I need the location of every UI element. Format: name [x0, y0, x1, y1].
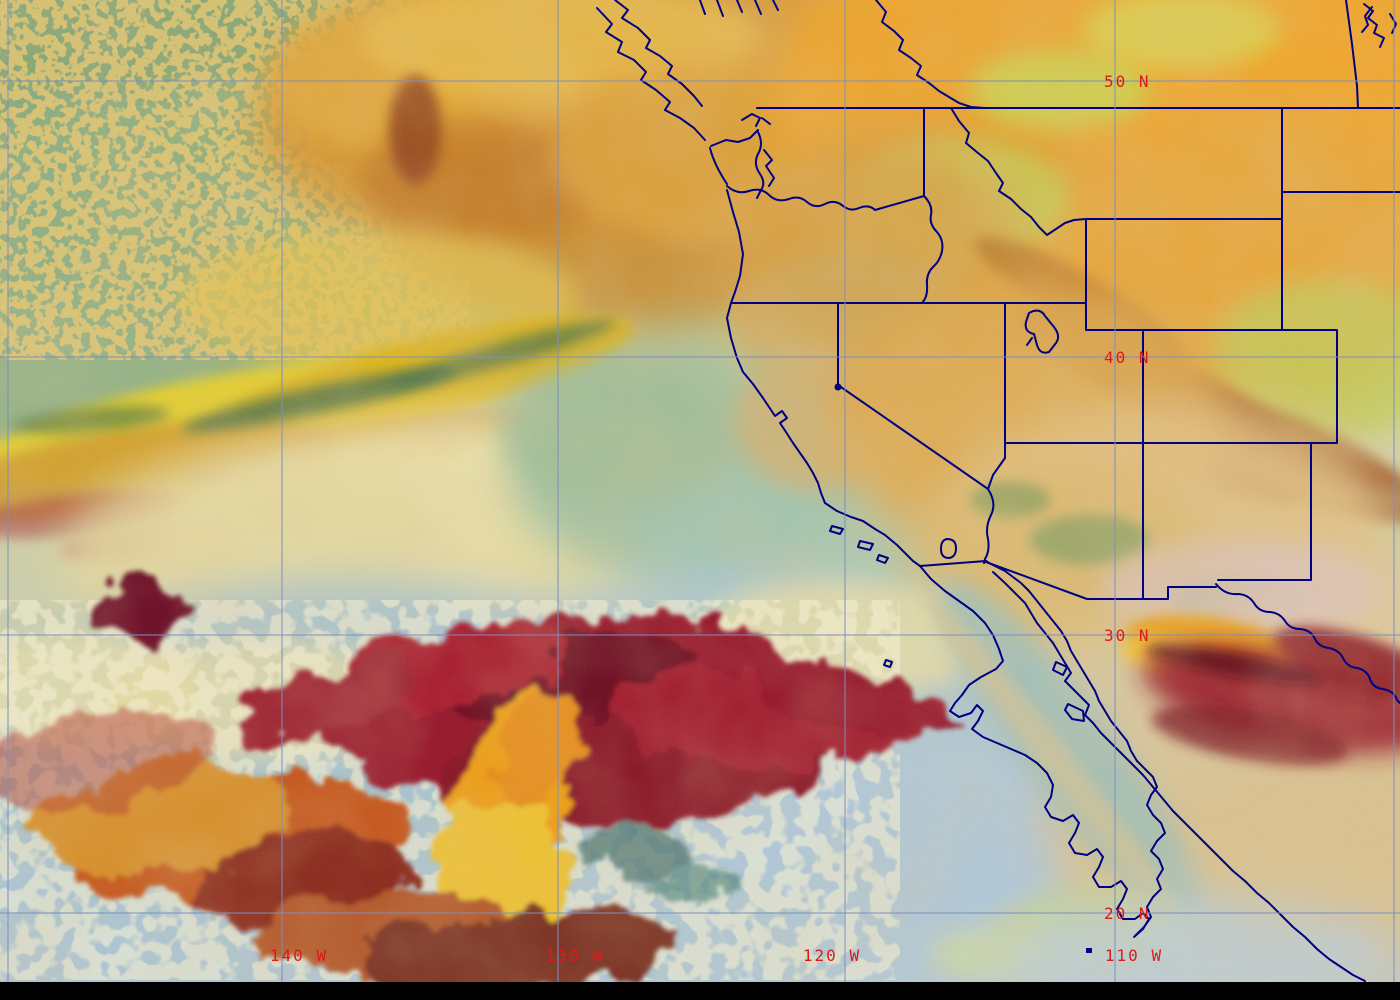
snake-river-border [921, 195, 944, 304]
channel-islands [829, 525, 893, 668]
lon-label-130W: 130 W [546, 946, 604, 965]
coordinate-labels: 50 N 40 N 30 N 20 N 140 W 130 W 120 W 110 W [270, 72, 1163, 965]
pacific-coastline [709, 147, 921, 567]
great-salt-lake [1024, 309, 1060, 354]
lake-tahoe [834, 383, 842, 391]
lat-label-40N: 40 N [1104, 348, 1151, 367]
island-marker [1086, 948, 1092, 953]
lat-label-20N: 20 N [1104, 904, 1151, 923]
mexico-mainland-coastline [992, 571, 1366, 982]
rio-grande-river [1215, 583, 1400, 704]
lat-label-50N: 50 N [1104, 72, 1151, 91]
lat-label-30N: 30 N [1104, 626, 1151, 645]
us-state-borders [730, 107, 1400, 600]
lon-label-140W: 140 W [270, 946, 328, 965]
lon-label-120W: 120 W [803, 946, 861, 965]
saskatchewan-manitoba-border [1345, 0, 1359, 109]
salton-sea [940, 538, 957, 559]
bc-alberta-border [875, 0, 985, 109]
baja-california-coastline [919, 560, 1166, 938]
status-bar: GOES-18 RGB DAY:R=C2 G=C7-14 B=C14 NIGHT… [0, 982, 1400, 1000]
us-mexico-border [919, 560, 1217, 600]
map-overlay [596, 0, 1400, 982]
manitoba-lakes [1361, 3, 1397, 48]
vancouver-island-coastline [596, 0, 779, 141]
columbia-river-border [726, 185, 925, 211]
idaho-montana-border [950, 107, 1087, 236]
lon-label-110W: 110 W [1105, 946, 1163, 965]
gulf-islands [1052, 661, 1085, 722]
puget-sound-coastline [710, 129, 775, 199]
